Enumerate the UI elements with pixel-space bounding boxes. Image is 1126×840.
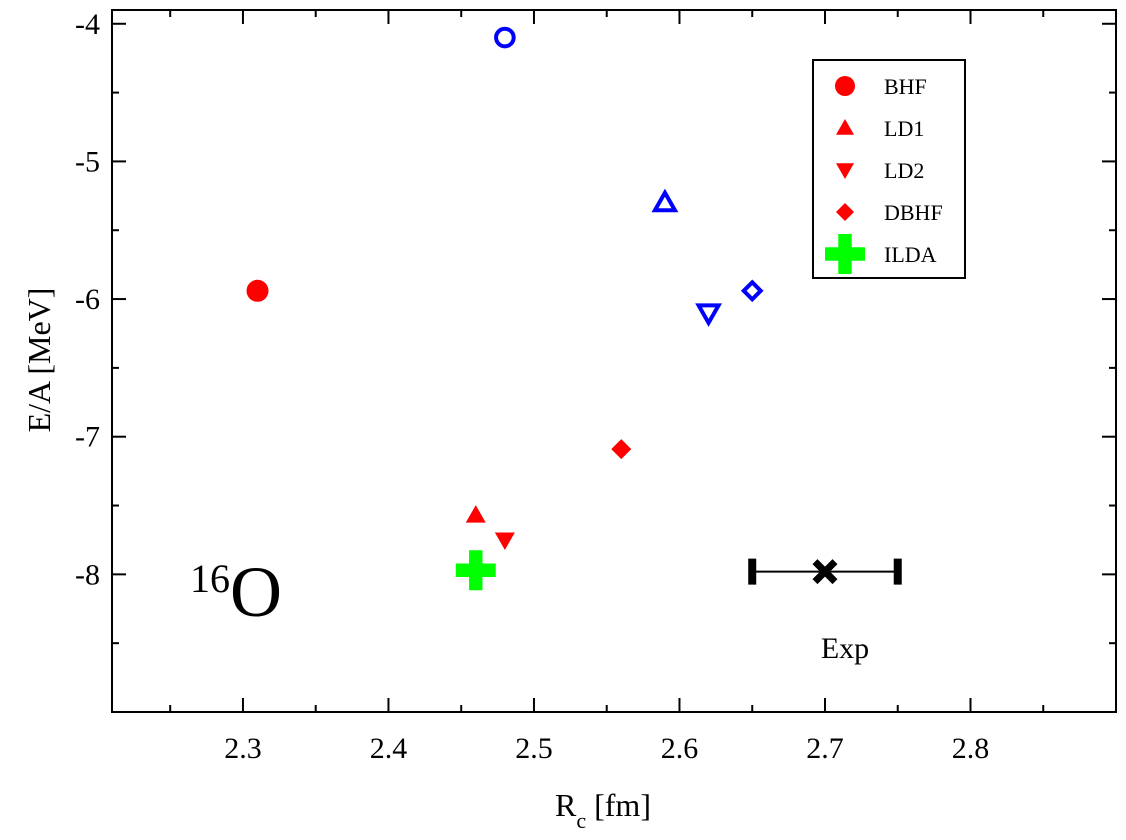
y-tick-label: -4 — [75, 8, 100, 41]
exp-point-stroke-b — [812, 559, 838, 585]
data-points — [246, 26, 764, 591]
legend-label-bhf: BHF — [884, 74, 927, 99]
exp-label: Exp — [821, 632, 869, 665]
legend-label-ld2: LD2 — [884, 158, 924, 183]
legend-markers — [825, 76, 865, 274]
x-axis-title-unit: [fm] — [594, 787, 651, 823]
ld1-point-open — [651, 188, 679, 213]
nucleus-mass-number: 16 — [190, 556, 230, 601]
dbhf-point-filled — [611, 439, 632, 460]
axis-tick-labels: 2.3 2.4 2.5 2.6 2.7 2.8 -8 -7 -6 -5 -4 — [75, 8, 989, 765]
legend: BHF LD1 LD2 DBHF ILDA — [812, 59, 966, 279]
x-tick-label: 2.4 — [370, 732, 408, 765]
experiment-point: Exp — [748, 558, 902, 665]
y-tick-label: -6 — [75, 283, 100, 316]
bhf-point-open — [494, 26, 516, 49]
x-tick-label: 2.3 — [224, 732, 262, 765]
y-axis-title: E/A [MeV] — [21, 288, 57, 433]
ld2-point-filled — [494, 532, 515, 550]
x-tick-label: 2.6 — [661, 732, 699, 765]
ld1-point-filled — [465, 505, 486, 523]
dbhf-point-open — [740, 279, 764, 303]
legend-marker-ilda — [825, 234, 865, 274]
exp-point — [812, 559, 838, 585]
y-tick-label: -8 — [75, 558, 100, 591]
nucleus-label: 16O — [190, 552, 282, 632]
legend-label-ld1: LD1 — [884, 116, 924, 141]
legend-label-dbhf: DBHF — [884, 200, 943, 225]
y-tick-label: -5 — [75, 145, 100, 178]
x-axis-title: Rc [fm] — [555, 787, 651, 833]
ld2-point-open — [695, 303, 723, 327]
x-axis-title-subscript: c — [576, 808, 586, 833]
y-tick-label: -7 — [75, 421, 100, 454]
x-axis-title-main: R — [555, 787, 577, 823]
legend-label-ilda: ILDA — [884, 242, 937, 267]
plot-frame — [111, 9, 1117, 713]
legend-marker-dbhf — [836, 203, 854, 221]
legend-marker-ld2 — [836, 163, 854, 179]
nucleus-symbol: O — [230, 552, 282, 632]
x-tick-label: 2.8 — [952, 732, 990, 765]
legend-marker-bhf — [835, 76, 855, 96]
axis-ticks — [112, 10, 1116, 712]
bhf-point-filled — [246, 279, 269, 302]
ilda-point-filled — [455, 550, 496, 591]
x-tick-label: 2.7 — [806, 732, 844, 765]
x-tick-label: 2.5 — [515, 732, 553, 765]
legend-marker-ld1 — [836, 119, 854, 135]
